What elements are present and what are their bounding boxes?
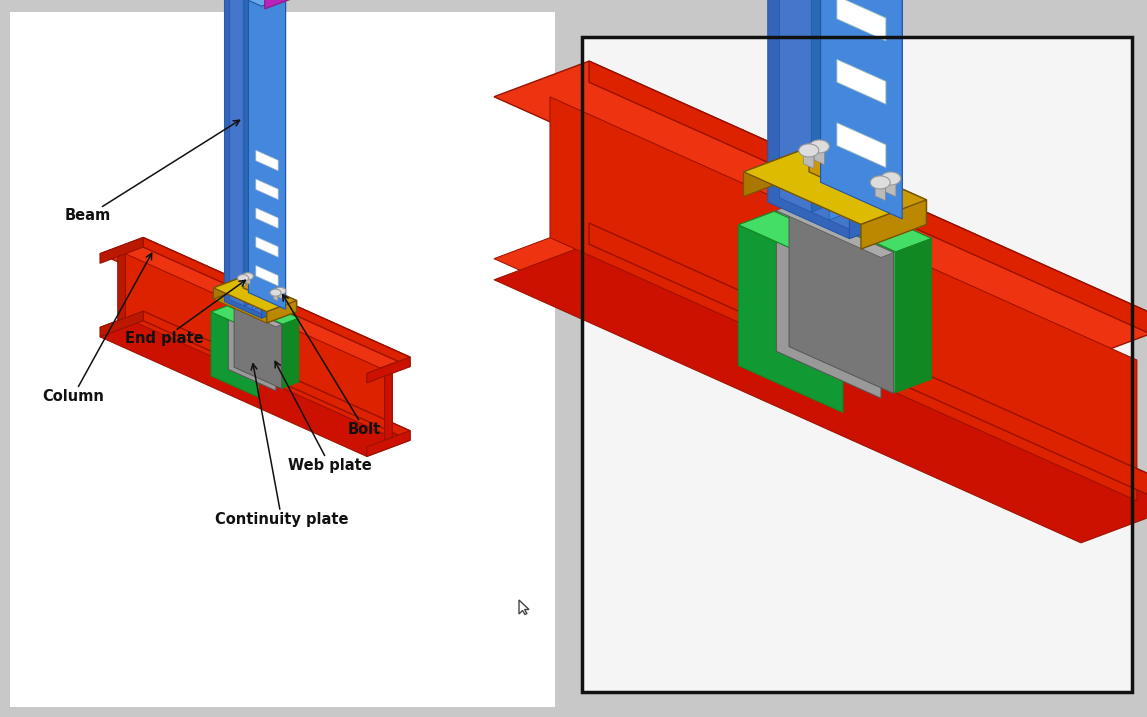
Polygon shape	[100, 311, 409, 447]
Ellipse shape	[237, 275, 249, 282]
Polygon shape	[837, 0, 885, 41]
FancyBboxPatch shape	[582, 37, 1132, 692]
Text: Continuity plate: Continuity plate	[214, 364, 349, 527]
Polygon shape	[739, 212, 879, 272]
Polygon shape	[829, 0, 859, 220]
Polygon shape	[235, 297, 299, 324]
Polygon shape	[590, 223, 1147, 507]
Polygon shape	[896, 239, 931, 393]
Polygon shape	[125, 254, 392, 437]
Polygon shape	[213, 288, 297, 323]
Polygon shape	[10, 12, 555, 707]
Polygon shape	[791, 191, 931, 252]
Polygon shape	[811, 0, 841, 212]
Polygon shape	[213, 277, 297, 312]
Polygon shape	[743, 147, 927, 224]
Ellipse shape	[275, 288, 286, 295]
Ellipse shape	[881, 172, 900, 185]
Polygon shape	[743, 147, 809, 196]
Polygon shape	[256, 237, 278, 257]
Polygon shape	[282, 318, 299, 388]
Ellipse shape	[798, 144, 819, 157]
Polygon shape	[118, 254, 125, 320]
FancyBboxPatch shape	[582, 37, 1132, 692]
Polygon shape	[367, 357, 409, 383]
Polygon shape	[367, 431, 409, 457]
Polygon shape	[850, 0, 903, 239]
Ellipse shape	[270, 289, 281, 296]
Polygon shape	[590, 61, 1147, 346]
Polygon shape	[256, 151, 278, 171]
Ellipse shape	[242, 272, 253, 280]
Polygon shape	[885, 178, 896, 196]
Polygon shape	[791, 205, 896, 393]
Polygon shape	[837, 123, 885, 168]
Polygon shape	[494, 61, 1147, 360]
Polygon shape	[249, 0, 286, 309]
Polygon shape	[245, 276, 250, 285]
Polygon shape	[779, 0, 861, 234]
Text: Bolt: Bolt	[282, 295, 381, 437]
Polygon shape	[273, 293, 278, 301]
Polygon shape	[767, 0, 850, 239]
Polygon shape	[143, 237, 409, 366]
Polygon shape	[213, 277, 243, 299]
Polygon shape	[256, 179, 278, 199]
Polygon shape	[804, 150, 814, 168]
Polygon shape	[739, 225, 843, 412]
Polygon shape	[837, 60, 885, 104]
Polygon shape	[241, 278, 245, 286]
Polygon shape	[384, 374, 392, 440]
Polygon shape	[777, 206, 894, 257]
Polygon shape	[789, 206, 894, 394]
Polygon shape	[256, 208, 278, 228]
Text: Column: Column	[42, 253, 151, 404]
Polygon shape	[243, 277, 297, 312]
Polygon shape	[262, 0, 286, 318]
Polygon shape	[494, 223, 1147, 522]
Polygon shape	[100, 311, 143, 337]
Polygon shape	[494, 244, 1147, 543]
Polygon shape	[228, 305, 276, 391]
Polygon shape	[211, 305, 275, 333]
Polygon shape	[100, 237, 409, 374]
Polygon shape	[777, 211, 881, 398]
Polygon shape	[143, 311, 409, 440]
Polygon shape	[100, 320, 409, 457]
Polygon shape	[228, 303, 282, 327]
Polygon shape	[252, 0, 266, 310]
Text: Web plate: Web plate	[275, 361, 372, 473]
Polygon shape	[265, 0, 291, 9]
Polygon shape	[518, 600, 529, 614]
Polygon shape	[235, 303, 282, 388]
Polygon shape	[100, 237, 143, 263]
Polygon shape	[243, 0, 280, 311]
Polygon shape	[211, 312, 258, 397]
Polygon shape	[861, 200, 927, 249]
Polygon shape	[256, 265, 278, 286]
Polygon shape	[225, 0, 262, 318]
Polygon shape	[229, 0, 267, 316]
Polygon shape	[278, 290, 282, 299]
Polygon shape	[820, 0, 903, 219]
Polygon shape	[225, 0, 286, 6]
Polygon shape	[244, 0, 258, 306]
Polygon shape	[267, 300, 297, 323]
Text: End plate: End plate	[125, 280, 245, 346]
Polygon shape	[549, 97, 1137, 500]
Polygon shape	[875, 182, 885, 201]
Ellipse shape	[871, 176, 890, 189]
Ellipse shape	[810, 140, 829, 153]
Polygon shape	[234, 303, 282, 389]
Text: Beam: Beam	[65, 120, 240, 223]
Polygon shape	[809, 147, 927, 224]
Polygon shape	[814, 146, 825, 165]
Bar	[582, 37, 1132, 692]
